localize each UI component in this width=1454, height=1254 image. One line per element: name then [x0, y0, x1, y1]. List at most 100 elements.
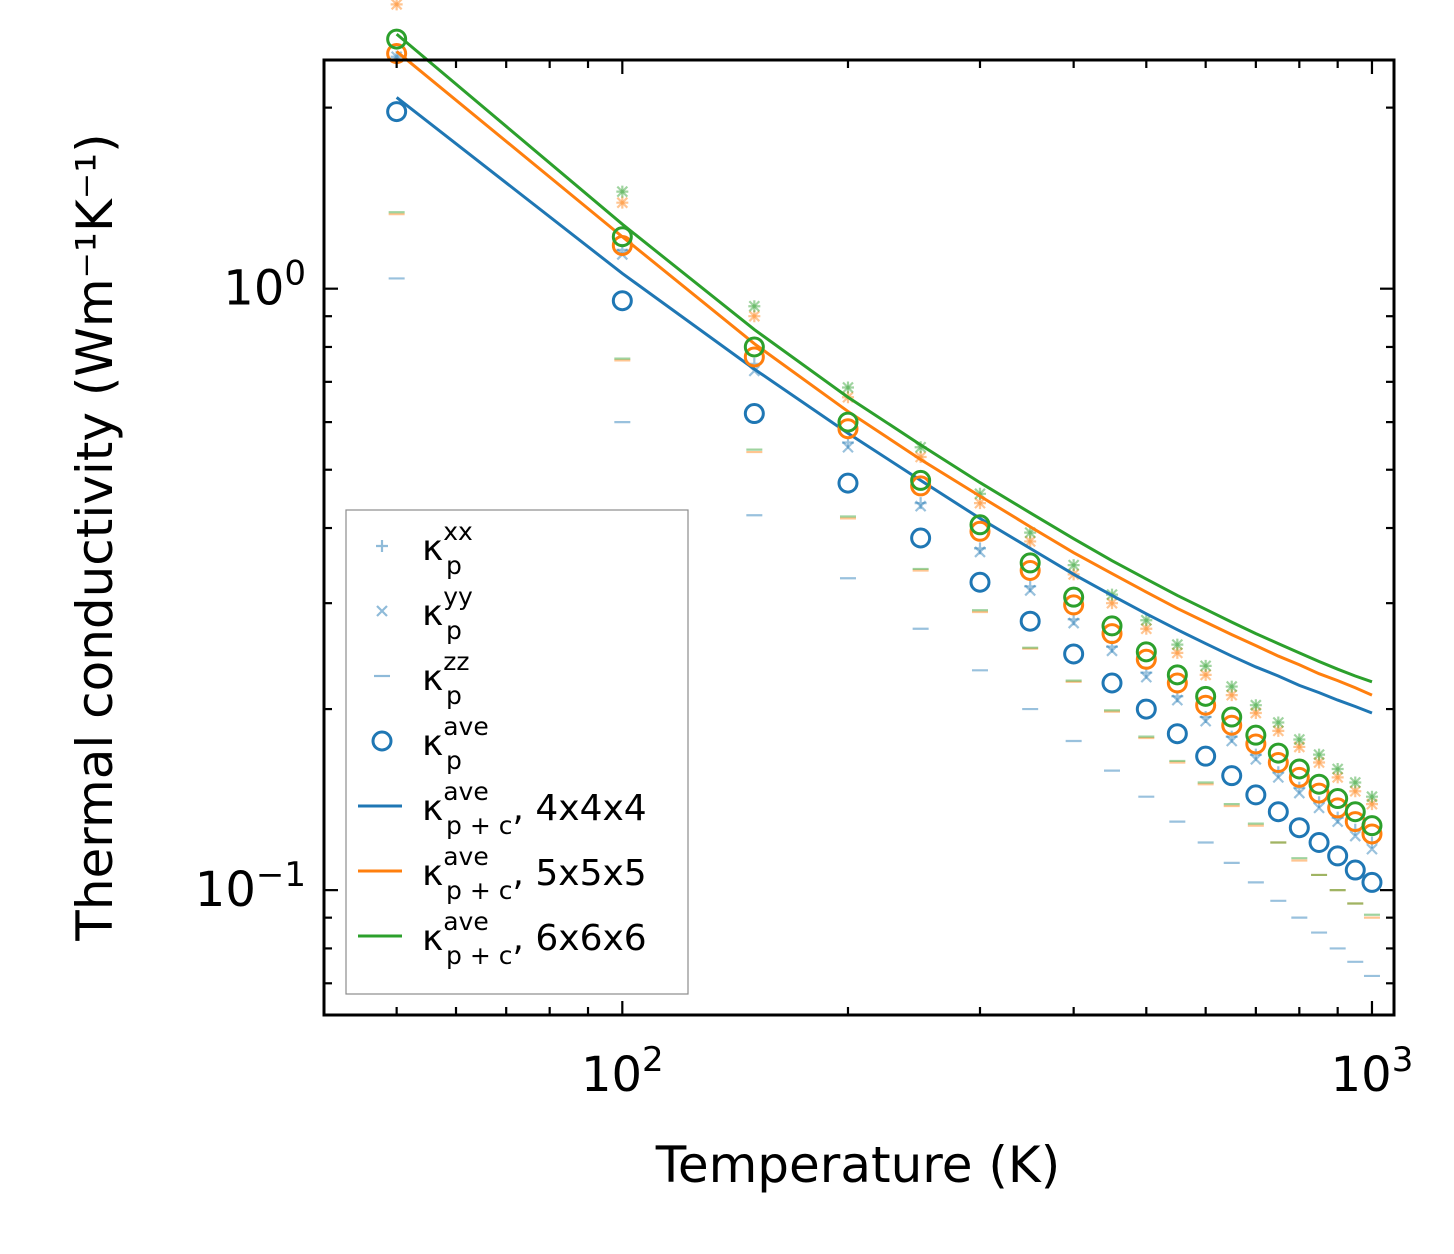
- point-kp-yy-5x5x5-500: [1140, 622, 1153, 635]
- point-kp-xx-5x5x5-350: [1024, 535, 1037, 548]
- point-kp-ave-4x4x4-750: [1267, 801, 1289, 823]
- point-kp-ave-4x4x4-850: [1308, 832, 1330, 854]
- point-kp-xx-6x6x6-150: [748, 300, 761, 313]
- point-kp-xx-5x5x5-500: [1140, 622, 1153, 635]
- legend-marker-3: [371, 730, 393, 752]
- point-kp-xx-4x4x4-300: [973, 542, 986, 555]
- point-kp-ave-4x4x4-600: [1195, 745, 1217, 767]
- point-kp-yy-4x4x4-650: [1225, 735, 1238, 747]
- point-kp-xx-6x6x6-750: [1272, 716, 1285, 729]
- legend-label-1: κyy p: [422, 582, 473, 645]
- point-kp-ave-6x6x6-800: [1288, 758, 1310, 780]
- point-kp-ave-5x5x5-850: [1308, 782, 1330, 804]
- point-kp-yy-4x4x4-750: [1272, 771, 1285, 784]
- point-kp-xx-5x5x5-300: [973, 497, 986, 510]
- point-kp-yy-6x6x6-550: [1171, 638, 1184, 651]
- point-kp-ave-4x4x4-950: [1344, 859, 1366, 881]
- point-kp-ave-6x6x6-700: [1245, 724, 1267, 746]
- point-kp-yy-4x4x4-700: [1250, 753, 1262, 766]
- point-kp-xx-5x5x5-600: [1199, 668, 1212, 681]
- point-kp-xx-6x6x6-950: [1349, 776, 1362, 789]
- point-kp-ave-4x4x4-450: [1101, 672, 1123, 694]
- x-tick-label: 102: [581, 1040, 664, 1103]
- point-kp-ave-4x4x4-100: [611, 290, 633, 312]
- point-kp-ave-6x6x6-50: [386, 28, 408, 50]
- point-kp-yy-4x4x4-550: [1171, 694, 1184, 706]
- x-tick-label: 103: [1331, 1040, 1414, 1103]
- point-kp-ave-4x4x4-150: [743, 403, 765, 425]
- point-kp-ave-4x4x4-700: [1245, 784, 1267, 806]
- tick-layer: 102 103 10−1 100: [195, 60, 1414, 1103]
- point-kp-xx-6x6x6-200: [841, 381, 854, 394]
- plot-frame: [322, 58, 1396, 1017]
- point-kp-yy-4x4x4-250: [914, 500, 927, 512]
- point-kp-yy-4x4x4-1000: [1366, 843, 1378, 855]
- point-kp-yy-4x4x4-350: [1024, 584, 1036, 597]
- point-kp-ave-5x5x5-350: [1019, 559, 1041, 581]
- point-kp-xx-6x6x6-1000: [1365, 790, 1378, 803]
- point-kp-yy-4x4x4-200: [842, 441, 854, 454]
- point-kp-ave-6x6x6-300: [969, 514, 991, 536]
- series-line-kp-c-ave-4x4x4: [395, 96, 1373, 715]
- point-kp-yy-6x6x6-800: [1293, 733, 1306, 746]
- point-kp-ave-6x6x6-950: [1344, 801, 1366, 823]
- point-kp-xx-4x4x4-650: [1225, 730, 1238, 743]
- point-kp-yy-5x5x5-700: [1250, 707, 1262, 719]
- point-kp-ave-5x5x5-800: [1288, 766, 1310, 788]
- point-kp-yy-6x6x6-750: [1272, 716, 1285, 729]
- point-kp-yy-4x4x4-450: [1106, 645, 1118, 657]
- point-kp-ave-6x6x6-200: [837, 411, 859, 433]
- point-kp-ave-6x6x6-600: [1195, 685, 1217, 707]
- point-kp-yy-6x6x6-200: [842, 381, 854, 394]
- point-kp-yy-4x4x4-950: [1349, 830, 1362, 842]
- point-kp-xx-5x5x5-50: [390, 0, 403, 11]
- point-kp-yy-5x5x5-100: [616, 196, 629, 209]
- point-kp-yy-5x5x5-1000: [1366, 798, 1378, 810]
- point-kp-ave-4x4x4-800: [1288, 817, 1310, 839]
- point-kp-ave-4x4x4-550: [1166, 723, 1188, 745]
- y-tick-label: 10−1: [195, 855, 306, 918]
- point-kp-ave-4x4x4-400: [1063, 643, 1085, 665]
- point-kp-yy-6x6x6-850: [1313, 748, 1325, 761]
- point-kp-ave-5x5x5-700: [1245, 733, 1267, 755]
- point-kp-xx-5x5x5-800: [1293, 740, 1306, 753]
- point-kp-yy-4x4x4-850: [1313, 802, 1325, 814]
- point-kp-yy-4x4x4-800: [1293, 787, 1306, 799]
- point-kp-xx-5x5x5-150: [748, 310, 761, 323]
- point-kp-yy-5x5x5-150: [748, 310, 761, 322]
- series-line-kp-c-ave-6x6x6: [395, 32, 1373, 684]
- point-kp-ave-4x4x4-500: [1135, 698, 1157, 720]
- point-kp-ave-6x6x6-100: [611, 226, 633, 248]
- point-kp-yy-6x6x6-1000: [1366, 790, 1378, 803]
- series-line-kp-c-ave-5x5x5: [395, 50, 1373, 697]
- point-kp-yy-6x6x6-700: [1250, 699, 1262, 711]
- legend-label-5: κave p + c, 5x5x5: [422, 842, 647, 905]
- point-kp-ave-6x6x6-400: [1063, 586, 1085, 608]
- point-kp-xx-6x6x6-900: [1331, 763, 1344, 776]
- point-kp-ave-6x6x6-150: [743, 336, 765, 358]
- y-tick-label: 100: [223, 254, 306, 317]
- point-kp-xx-4x4x4-250: [914, 497, 927, 510]
- legend-label-6: κave p + c, 6x6x6: [422, 907, 647, 970]
- legend-marker-0: [376, 540, 388, 552]
- point-kp-ave-6x6x6-350: [1019, 552, 1041, 574]
- point-kp-yy-5x5x5-800: [1293, 741, 1306, 753]
- legend-label-0: κxx p: [422, 517, 473, 580]
- point-kp-yy-5x5x5-600: [1199, 669, 1212, 681]
- point-kp-ave-5x5x5-500: [1135, 648, 1157, 670]
- point-kp-ave-6x6x6-650: [1221, 706, 1243, 728]
- point-kp-ave-5x5x5-400: [1063, 594, 1085, 616]
- point-kp-xx-6x6x6-400: [1067, 559, 1080, 572]
- point-kp-yy-5x5x5-450: [1106, 597, 1118, 609]
- point-kp-xx-6x6x6-550: [1171, 638, 1184, 651]
- point-kp-xx-6x6x6-350: [1024, 526, 1037, 539]
- point-kp-xx-5x5x5-100: [616, 196, 629, 209]
- point-kp-ave-4x4x4-350: [1019, 610, 1041, 632]
- point-kp-ave-5x5x5-1000: [1361, 823, 1383, 845]
- point-kp-ave-5x5x5-150: [743, 346, 765, 368]
- point-kp-yy-6x6x6-600: [1199, 660, 1212, 672]
- point-kp-ave-4x4x4-200: [837, 472, 859, 494]
- point-kp-xx-5x5x5-900: [1331, 771, 1344, 784]
